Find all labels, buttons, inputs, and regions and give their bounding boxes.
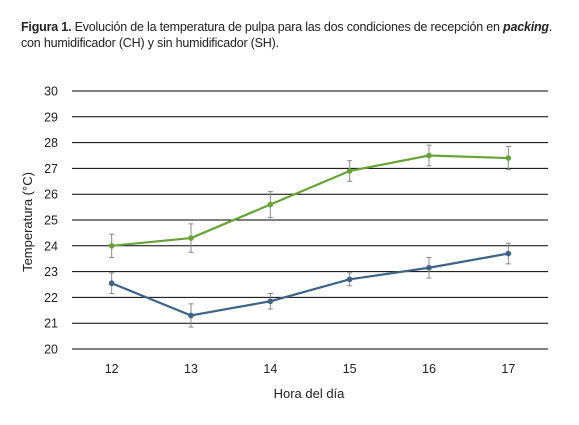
- gridlines: [72, 90, 548, 350]
- data-point: [426, 264, 432, 271]
- data-point: [108, 243, 115, 249]
- series-layer: [108, 144, 512, 328]
- y-tick-label: 23: [44, 265, 58, 279]
- x-axis-label: Hora del día: [274, 386, 346, 401]
- x-tick-label: 17: [501, 362, 515, 376]
- y-tick-labels: 20 21 22 23 24 25 26 27 28 29 30: [44, 85, 58, 357]
- y-tick-label: 24: [44, 239, 58, 253]
- y-tick-label: 30: [44, 85, 58, 99]
- data-point: [346, 276, 353, 283]
- caption-text-2: . con humidificador (CH) y sin humidific…: [21, 20, 553, 50]
- series-line: [111, 154, 509, 247]
- caption-text-1: Evolución de la temperatura de pulpa par…: [71, 20, 504, 34]
- x-tick-labels: 12 13 14 15 16 17: [105, 362, 516, 376]
- y-tick-label: 29: [44, 110, 58, 124]
- x-tick-label: 12: [105, 362, 119, 376]
- data-point: [188, 235, 194, 241]
- series-1: [108, 144, 512, 258]
- y-tick-label: 26: [44, 188, 58, 202]
- data-point: [505, 250, 512, 257]
- figure-caption: Figura 1. Evolución de la temperatura de…: [21, 19, 561, 51]
- data-point: [267, 201, 274, 208]
- data-point: [108, 280, 115, 287]
- y-tick-label: 21: [44, 317, 58, 331]
- data-point: [188, 312, 194, 319]
- y-tick-label: 25: [44, 214, 58, 228]
- y-tick-label: 20: [44, 343, 58, 357]
- y-tick-label: 28: [44, 136, 58, 150]
- x-tick-label: 13: [184, 362, 198, 376]
- y-tick-label: 22: [44, 291, 58, 305]
- x-tick-label: 15: [343, 362, 357, 376]
- data-point: [346, 168, 353, 174]
- x-tick-label: 14: [263, 362, 277, 376]
- caption-emphasis: packing: [503, 20, 549, 34]
- x-tick-label: 16: [422, 362, 436, 376]
- data-point: [505, 155, 512, 161]
- caption-label: Figura 1.: [21, 20, 72, 34]
- data-point: [267, 298, 274, 305]
- series-line: [111, 252, 509, 317]
- y-axis-label: Temperatura (°C): [20, 172, 35, 272]
- data-point: [426, 152, 432, 159]
- series-2: [108, 242, 512, 328]
- y-tick-label: 27: [44, 162, 58, 176]
